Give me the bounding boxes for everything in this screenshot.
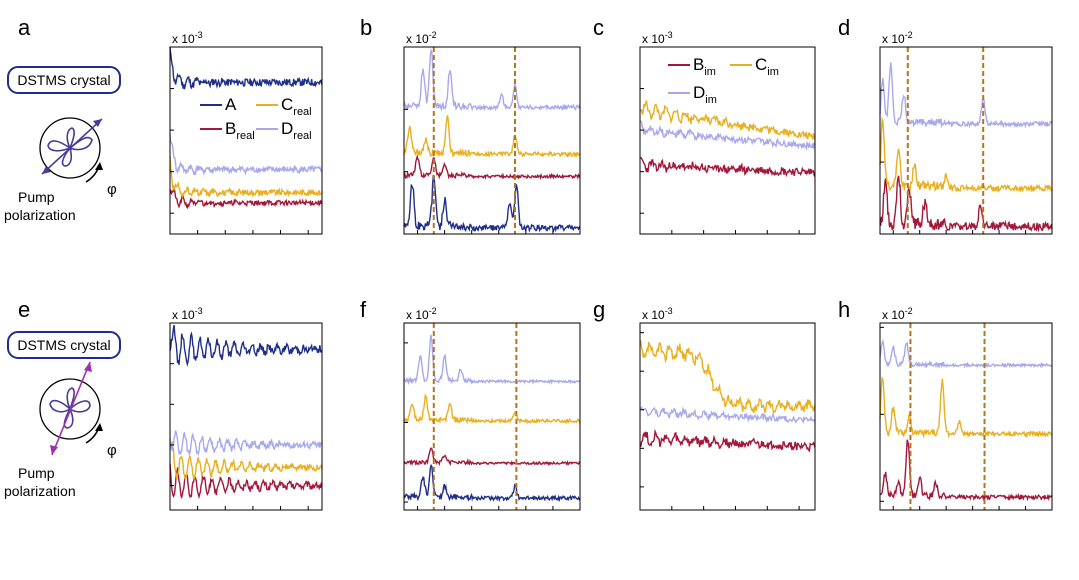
series-line-d <box>639 406 816 425</box>
legend-entry: A <box>225 95 237 114</box>
angle-symbol: φ <box>107 442 117 459</box>
crystal-lobes <box>49 387 91 429</box>
series-line-b <box>639 428 816 453</box>
crystal-title-box <box>7 331 121 359</box>
crystal-title: DSTMS crystal <box>17 337 110 353</box>
series-line-c <box>639 100 816 141</box>
chart-panel-f: x 10-2 <box>403 306 581 511</box>
series-line-b <box>169 463 323 500</box>
legend-entry: Bim <box>693 55 716 78</box>
series-line-d <box>403 334 581 386</box>
chart-panel-c: x 10-3 Bim Cim Dim <box>639 30 816 235</box>
axes-frame <box>879 322 1053 511</box>
chart-panel-a: x 10-3 A Creal Breal Dreal <box>169 30 323 235</box>
pump-arrow-tail-icon <box>50 445 58 455</box>
chart-panel-d: x 10-2 <box>879 30 1053 235</box>
crystal-title-box <box>7 66 121 94</box>
series-line-a <box>169 46 323 90</box>
chart-panel-b: x 10-2 <box>403 30 581 235</box>
pump-label-line2: polarization <box>4 483 76 499</box>
series-line-c <box>879 375 1053 439</box>
axis-scale-label: x 10-3 <box>172 306 203 322</box>
crystal-circle <box>39 378 101 440</box>
pump-label-line1: Pump <box>18 465 55 481</box>
axes-frame <box>639 46 816 235</box>
chart-panel-h: x 10-2 <box>879 306 1053 511</box>
axes-frame <box>879 46 1053 235</box>
panel-letter-h: h <box>838 297 850 322</box>
series-line-b <box>879 439 1053 502</box>
pump-arrow-head-icon <box>93 119 102 127</box>
series-line-a <box>169 324 323 368</box>
series-line-c <box>879 117 1053 193</box>
series-line-b <box>639 156 816 178</box>
axis-scale-label: x 10-3 <box>642 306 673 322</box>
axis-scale-label: x 10-2 <box>406 30 437 46</box>
series-line-c <box>639 339 816 416</box>
axis-scale-label: x 10-3 <box>642 30 673 46</box>
angle-symbol: φ <box>107 181 117 198</box>
crystal-title: DSTMS crystal <box>17 72 110 88</box>
series-line-a <box>403 463 581 503</box>
crystal-inset-top: DSTMS crystal φ Pump polarization <box>4 66 121 223</box>
rotation-arrow-head-icon <box>95 162 103 170</box>
pump-arrow-line <box>41 118 103 175</box>
series-line-c <box>169 441 323 480</box>
legend-entry: Dreal <box>281 119 312 142</box>
legend-entry: Dim <box>693 83 717 106</box>
axis-scale-label: x 10-2 <box>406 306 437 322</box>
panel-letter-f: f <box>360 297 367 322</box>
pump-arrow-line <box>51 361 91 456</box>
axis-scale-label: x 10-2 <box>882 30 913 46</box>
panel-letter-a: a <box>18 15 31 40</box>
series-line-d <box>169 134 323 176</box>
axes-frame <box>403 46 581 235</box>
axes-frame <box>169 322 323 511</box>
series-line-b <box>403 447 581 467</box>
panel-letter-g: g <box>593 297 605 322</box>
series-line-c <box>403 393 581 425</box>
series-line-d <box>403 47 581 112</box>
series-line-d <box>639 120 816 151</box>
pump-label-line2: polarization <box>4 207 76 223</box>
axis-scale-label: x 10-3 <box>172 30 203 46</box>
panel-letter-c: c <box>593 15 604 40</box>
series-line-c <box>169 156 323 200</box>
pump-label-line1: Pump <box>18 189 55 205</box>
rotation-arrow-head-icon <box>95 423 103 431</box>
axes-frame <box>169 46 323 235</box>
series-line-d <box>879 338 1053 369</box>
series-line-b <box>169 186 323 210</box>
panel-letter-d: d <box>838 15 850 40</box>
chart-panel-e: x 10-3 <box>169 306 323 511</box>
axes-frame <box>639 322 816 511</box>
legend-entry: Breal <box>225 119 255 142</box>
series-line-c <box>403 115 581 159</box>
axes-frame <box>403 322 581 511</box>
legend-entry: Creal <box>281 95 312 118</box>
series-line-b <box>403 154 581 181</box>
series-line-d <box>169 430 323 457</box>
pump-arrow-head-icon <box>84 362 92 372</box>
legend-entry: Cim <box>755 55 779 78</box>
panel-letter-e: e <box>18 297 30 322</box>
chart-panel-g: x 10-3 <box>639 306 816 511</box>
crystal-circle <box>39 117 101 179</box>
panel-letter-b: b <box>360 15 372 40</box>
axis-scale-label: x 10-2 <box>882 306 913 322</box>
pump-arrow-tail-icon <box>42 166 51 174</box>
series-line-d <box>879 62 1053 129</box>
series-line-a <box>403 174 581 233</box>
crystal-inset-bottom: DSTMS crystal φ Pump polarization <box>4 331 121 499</box>
